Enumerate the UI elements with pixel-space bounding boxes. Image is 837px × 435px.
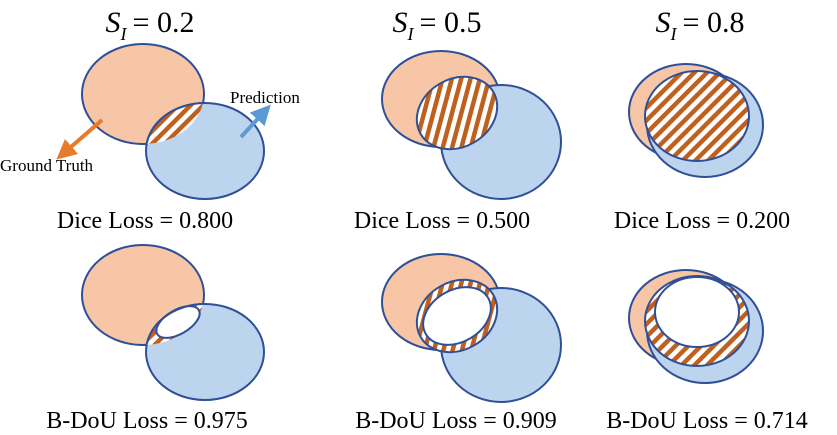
intersection-region <box>415 75 499 151</box>
dice-diagram-0.8 <box>628 63 764 178</box>
prediction-arrow <box>239 104 271 139</box>
bdou-loss-0.5: B-DoU Loss = 0.909 <box>355 408 557 434</box>
intersection-region <box>146 103 204 144</box>
intersection-region <box>644 70 750 162</box>
bdou-diagram-0.5 <box>381 253 562 403</box>
prediction-label: Prediction <box>230 88 300 107</box>
dice-loss-0.2: Dice Loss = 0.800 <box>57 208 233 234</box>
bdou-diagram-0.8 <box>628 269 764 384</box>
title-s-0.8: SI = 0.8 <box>656 6 745 44</box>
dice-loss-0.8: Dice Loss = 0.200 <box>614 208 790 234</box>
ground-truth-arrow <box>56 118 104 160</box>
dice-diagram-0.2: Prediction Ground Truth <box>0 43 300 200</box>
dice-diagram-0.5 <box>381 50 562 200</box>
bdou-loss-0.8: B-DoU Loss = 0.714 <box>606 408 808 434</box>
bdou-loss-0.2: B-DoU Loss = 0.975 <box>46 408 248 434</box>
title-s-0.5: SI = 0.5 <box>393 6 482 44</box>
title-s-0.2: SI = 0.2 <box>106 6 195 44</box>
bdou-diagram-0.2 <box>81 244 265 401</box>
inner-hole <box>422 286 492 346</box>
ground-truth-label: Ground Truth <box>0 156 94 175</box>
inner-hole <box>654 276 740 348</box>
dice-loss-0.5: Dice Loss = 0.500 <box>354 208 530 234</box>
